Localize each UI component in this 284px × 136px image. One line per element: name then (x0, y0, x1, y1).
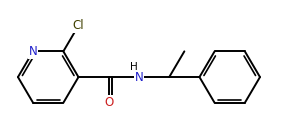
Text: N: N (135, 71, 143, 84)
Text: H: H (130, 62, 137, 72)
Text: Cl: Cl (73, 19, 84, 32)
Text: O: O (104, 96, 113, 109)
Text: N: N (29, 45, 37, 58)
